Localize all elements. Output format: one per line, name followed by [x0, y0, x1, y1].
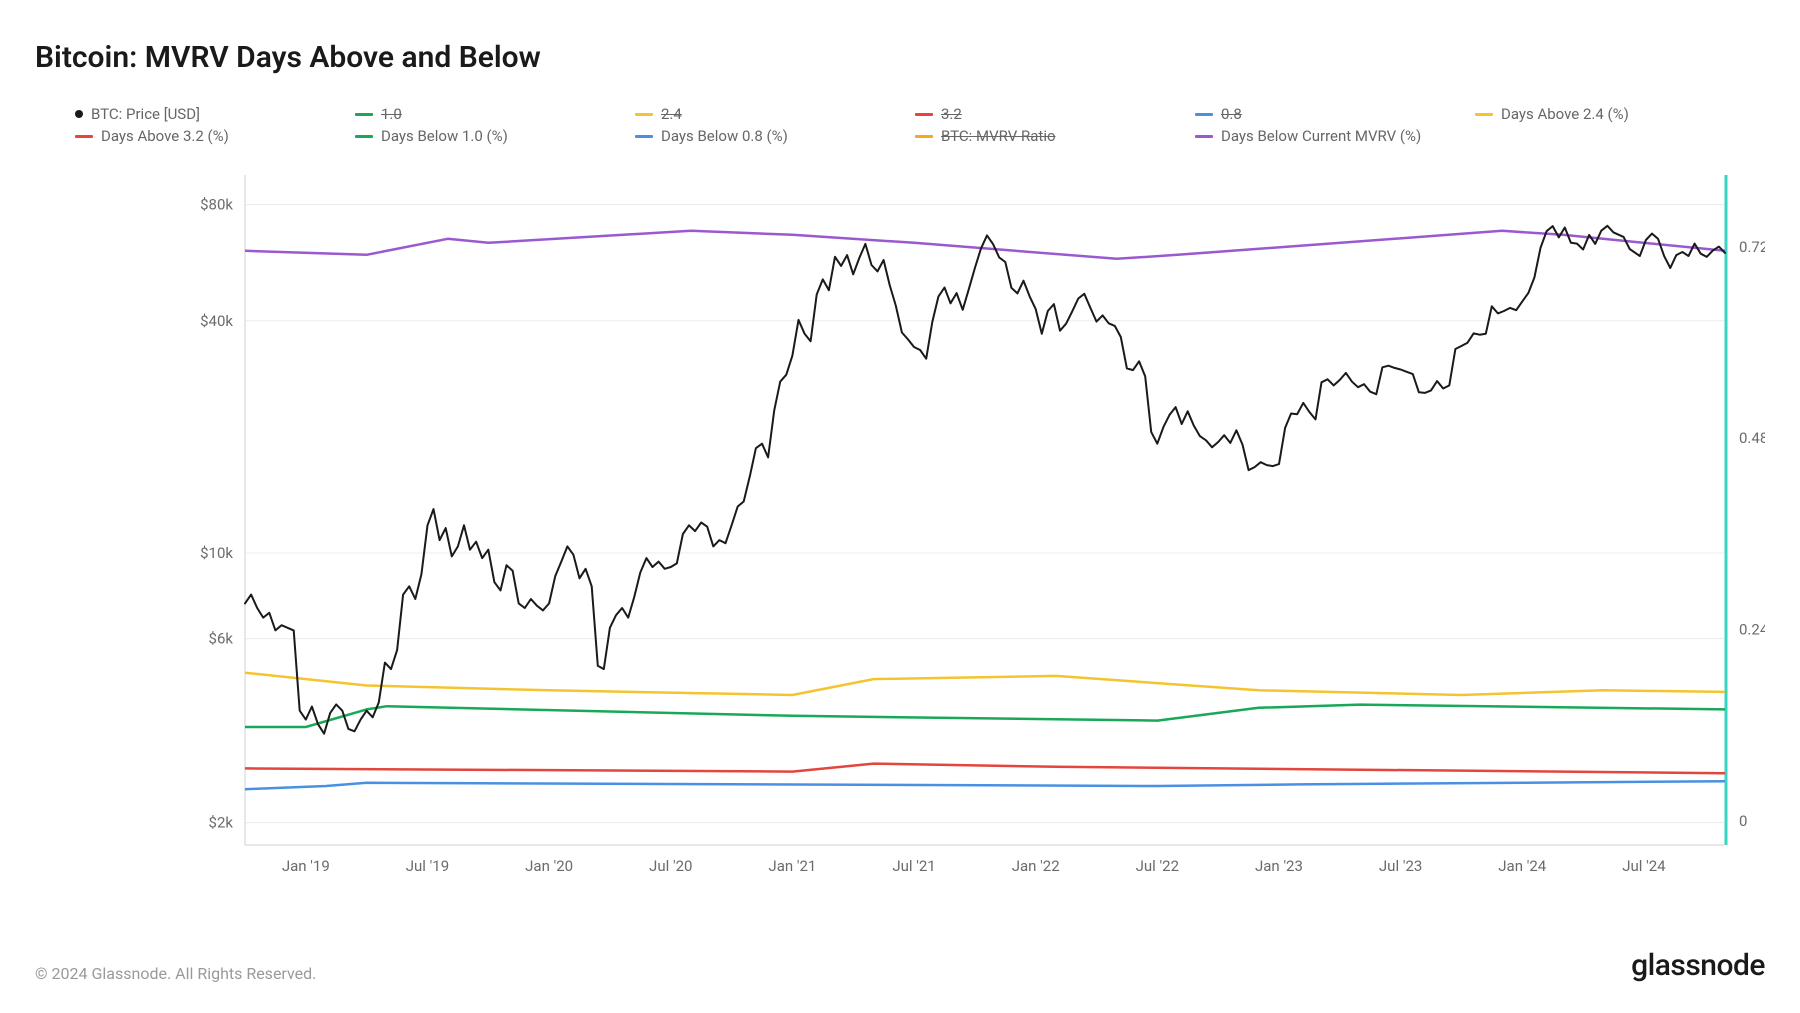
- legend-swatch: [75, 110, 83, 118]
- legend-swatch: [1195, 135, 1213, 138]
- legend-label: Days Below 1.0 (%): [381, 127, 508, 145]
- legend: BTC: Price [USD] 1.0 2.4 3.2 0.8 Days Above 2…: [75, 103, 1765, 147]
- svg-text:Jul '23: Jul '23: [1379, 857, 1422, 875]
- chart-title: Bitcoin: MVRV Days Above and Below: [35, 40, 1765, 75]
- legend-label: 3.2: [941, 105, 962, 123]
- legend-swatch: [355, 135, 373, 138]
- legend-label: Days Above 2.4 (%): [1501, 105, 1629, 123]
- svg-text:0.24: 0.24: [1739, 621, 1765, 639]
- legend-item[interactable]: Days Above 3.2 (%): [75, 125, 355, 147]
- svg-text:Jan '21: Jan '21: [768, 857, 816, 875]
- svg-text:$40k: $40k: [200, 312, 233, 330]
- svg-text:0: 0: [1739, 812, 1747, 830]
- copyright-text: © 2024 Glassnode. All Rights Reserved.: [35, 964, 316, 983]
- legend-label: BTC: Price [USD]: [91, 105, 200, 123]
- svg-text:Jul '22: Jul '22: [1136, 857, 1179, 875]
- svg-text:0.48: 0.48: [1739, 429, 1765, 447]
- legend-label: 0.8: [1221, 105, 1242, 123]
- svg-text:Jan '20: Jan '20: [525, 857, 573, 875]
- legend-item[interactable]: 3.2: [915, 103, 1195, 125]
- legend-swatch: [1475, 113, 1493, 116]
- legend-label: Days Below Current MVRV (%): [1221, 127, 1421, 145]
- brand-logo: glassnode: [1631, 948, 1765, 983]
- legend-item[interactable]: BTC: Price [USD]: [75, 103, 355, 125]
- legend-item[interactable]: BTC: MVRV Ratio: [915, 125, 1195, 147]
- legend-swatch: [1195, 113, 1213, 116]
- legend-item[interactable]: 0.8: [1195, 103, 1475, 125]
- svg-text:Jan '23: Jan '23: [1255, 857, 1303, 875]
- legend-swatch: [355, 113, 373, 116]
- legend-item[interactable]: Days Below Current MVRV (%): [1195, 125, 1475, 147]
- svg-text:Jan '24: Jan '24: [1498, 857, 1546, 875]
- svg-text:$2k: $2k: [209, 814, 234, 832]
- svg-text:Jul '21: Jul '21: [892, 857, 935, 875]
- legend-swatch: [915, 113, 933, 116]
- legend-label: 1.0: [381, 105, 402, 123]
- legend-item[interactable]: 2.4: [635, 103, 915, 125]
- svg-text:$10k: $10k: [200, 544, 233, 562]
- svg-text:Jul '20: Jul '20: [649, 857, 692, 875]
- svg-text:0.72: 0.72: [1739, 238, 1765, 256]
- svg-text:Jul '19: Jul '19: [406, 857, 449, 875]
- legend-label: Days Above 3.2 (%): [101, 127, 229, 145]
- legend-label: 2.4: [661, 105, 682, 123]
- svg-text:Jan '22: Jan '22: [1012, 857, 1060, 875]
- svg-text:$6k: $6k: [209, 630, 234, 648]
- svg-text:$80k: $80k: [200, 196, 233, 214]
- legend-item[interactable]: Days Below 0.8 (%): [635, 125, 915, 147]
- legend-swatch: [635, 135, 653, 138]
- legend-label: Days Below 0.8 (%): [661, 127, 788, 145]
- legend-item[interactable]: 1.0: [355, 103, 635, 125]
- chart-plot: $2k $6k $10k $40k $80k 0 0.24 0.48 0.72 Jan '19 Ju…: [35, 155, 1765, 928]
- svg-text:Jan '19: Jan '19: [282, 857, 330, 875]
- legend-item[interactable]: Days Below 1.0 (%): [355, 125, 635, 147]
- legend-label: BTC: MVRV Ratio: [941, 127, 1056, 145]
- legend-swatch: [635, 113, 653, 116]
- legend-swatch: [75, 135, 93, 138]
- legend-item[interactable]: Days Above 2.4 (%): [1475, 103, 1755, 125]
- svg-text:Jul '24: Jul '24: [1622, 857, 1666, 875]
- legend-swatch: [915, 135, 933, 138]
